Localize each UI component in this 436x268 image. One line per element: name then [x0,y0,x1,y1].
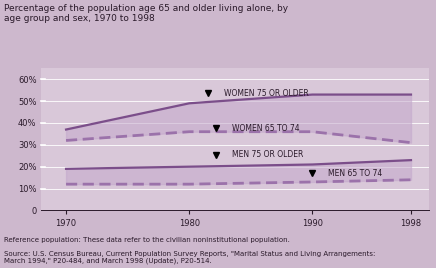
Text: WOMEN 65 TO 74: WOMEN 65 TO 74 [232,124,300,133]
Text: MEN 65 TO 74: MEN 65 TO 74 [328,169,383,178]
Text: Source: U.S. Census Bureau, Current Population Survey Reports, "Marital Status a: Source: U.S. Census Bureau, Current Popu… [4,251,376,264]
Text: Percentage of the population age 65 and older living alone, by
age group and sex: Percentage of the population age 65 and … [4,4,289,23]
Text: Reference population: These data refer to the civilian noninstitutional populati: Reference population: These data refer t… [4,237,290,243]
Text: WOMEN 75 OR OLDER: WOMEN 75 OR OLDER [224,89,309,98]
Text: MEN 75 OR OLDER: MEN 75 OR OLDER [232,150,304,159]
